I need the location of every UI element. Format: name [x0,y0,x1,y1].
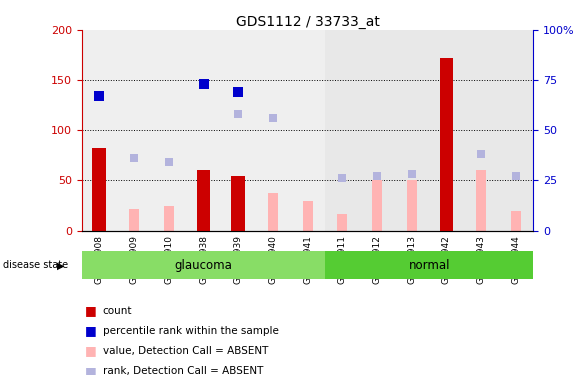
Bar [117,30,151,231]
Bar [440,58,454,231]
Bar [231,177,245,231]
Bar [325,30,360,231]
Bar [93,148,106,231]
Text: glaucoma: glaucoma [175,259,233,272]
Bar [372,180,382,231]
Text: ▶: ▶ [57,260,65,270]
Point [511,174,520,180]
Text: disease state: disease state [3,260,68,270]
Point [268,115,278,121]
Point [95,93,104,99]
Point [234,89,243,95]
Text: ■: ■ [85,304,97,317]
Point [234,111,243,117]
Text: rank, Detection Call = ABSENT: rank, Detection Call = ABSENT [103,366,263,375]
Text: percentile rank within the sample: percentile rank within the sample [103,326,278,336]
Bar [511,211,521,231]
Text: value, Detection Call = ABSENT: value, Detection Call = ABSENT [103,346,268,356]
Bar [268,192,278,231]
Point [372,174,381,180]
Bar [338,214,347,231]
Bar [130,209,139,231]
Point [407,171,417,177]
Bar [407,180,417,231]
Point [476,152,486,157]
Bar [394,30,429,231]
Text: normal: normal [408,259,450,272]
Bar [429,30,464,231]
Point [164,159,173,165]
Bar [186,30,221,231]
Text: ■: ■ [85,324,97,337]
Bar [476,170,486,231]
Point [338,176,347,181]
Text: ■: ■ [85,365,97,375]
Bar [151,30,186,231]
Point [199,81,208,87]
Bar [303,201,312,231]
Bar [325,251,533,279]
Bar [464,30,499,231]
Title: GDS1112 / 33733_at: GDS1112 / 33733_at [236,15,380,29]
Bar [82,251,325,279]
Text: ■: ■ [85,345,97,357]
Bar [164,206,173,231]
Bar [499,30,533,231]
Bar [360,30,394,231]
Bar [290,30,325,231]
Point [442,3,451,9]
Bar [221,30,255,231]
Point [130,155,139,161]
Text: count: count [103,306,132,315]
Bar [82,30,117,231]
Bar [196,170,210,231]
Bar [255,30,290,231]
